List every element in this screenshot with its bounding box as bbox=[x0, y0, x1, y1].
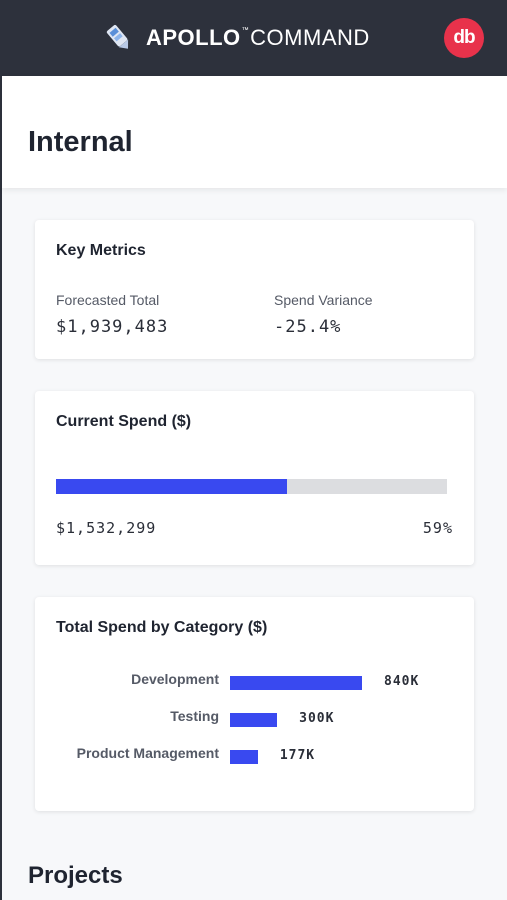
category-value-label: 840K bbox=[384, 674, 420, 689]
category-value-label: 300K bbox=[299, 711, 335, 726]
brand-name: APOLLO™COMMAND bbox=[146, 25, 370, 51]
category-spend-card: Total Spend by Category ($) Development 8… bbox=[35, 597, 474, 811]
spend-variance-label: Spend Variance bbox=[274, 292, 373, 308]
rocket-icon bbox=[104, 22, 134, 54]
category-value-label: 177K bbox=[279, 748, 316, 763]
spend-progress-track bbox=[56, 479, 447, 494]
brand-name-bold: APOLLO bbox=[146, 25, 241, 50]
spend-variance-value: -25.4% bbox=[274, 317, 342, 337]
current-spend-title: Current Spend ($) bbox=[56, 413, 192, 430]
category-spend-title: Total Spend by Category ($) bbox=[56, 619, 268, 636]
top-navigation-bar: APOLLO™COMMAND db bbox=[0, 0, 507, 76]
category-row: Product Management 177K bbox=[35, 745, 474, 765]
key-metrics-title: Key Metrics bbox=[56, 242, 146, 259]
spend-progress-fill bbox=[56, 479, 287, 494]
category-bar bbox=[230, 713, 278, 727]
category-bar bbox=[230, 750, 258, 764]
page-title: Internal bbox=[28, 126, 133, 158]
category-bar bbox=[230, 676, 362, 690]
brand-name-light: COMMAND bbox=[250, 25, 370, 50]
category-label: Product Management bbox=[76, 745, 219, 761]
category-label: Testing bbox=[170, 708, 219, 724]
category-row: Development 840K bbox=[35, 671, 474, 691]
page-header: Internal bbox=[2, 76, 507, 188]
forecasted-total-value: $1,939,483 bbox=[56, 317, 169, 337]
current-spend-amount: $1,532,299 bbox=[56, 519, 157, 537]
key-metrics-card: Key Metrics Forecasted Total $1,939,483 … bbox=[35, 220, 474, 359]
trademark: ™ bbox=[241, 27, 250, 34]
category-label: Development bbox=[131, 671, 219, 687]
forecasted-total-label: Forecasted Total bbox=[56, 292, 160, 308]
current-spend-card: Current Spend ($) $1,532,299 59% bbox=[35, 391, 474, 565]
left-edge-divider bbox=[0, 76, 2, 900]
user-avatar[interactable]: db bbox=[444, 18, 484, 58]
projects-section-title: Projects bbox=[28, 862, 123, 889]
app-logo[interactable]: APOLLO™COMMAND bbox=[104, 22, 370, 54]
category-row: Testing 300K bbox=[35, 708, 474, 728]
current-spend-percent: 59% bbox=[422, 519, 453, 537]
